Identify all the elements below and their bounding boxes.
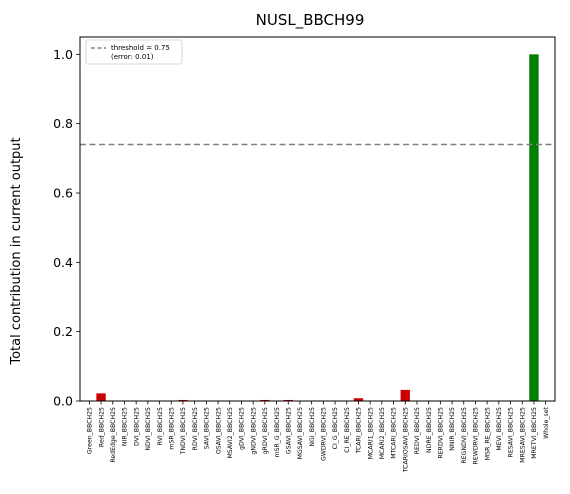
- x-tick-label: MTCARI_BBCH25: [391, 407, 398, 459]
- x-tick-label: MRETVI_BBCH25: [531, 407, 538, 459]
- x-tick-label: SAVI_BBCH25: [204, 407, 211, 449]
- bar-GSAVI_BBCH25: [283, 399, 293, 401]
- x-tick-label: REDVI_BBCH25: [414, 407, 421, 454]
- x-tick-label: Whole_set: [543, 406, 550, 438]
- x-tick-label: MEVI_BBCH25: [496, 407, 503, 451]
- x-tick-label: Red_BBCH25: [98, 407, 105, 447]
- x-tick-label: Green_BBCH25: [87, 407, 94, 454]
- x-tick-label: gDVI_BBCH25: [239, 407, 246, 450]
- y-tick-label: 0.6: [53, 186, 73, 201]
- legend-label: threshold = 0.75: [111, 44, 170, 52]
- x-tick-label: gNDVI_BBCH25: [250, 407, 257, 455]
- x-tick-label: TCARI_BBCH25: [356, 407, 363, 454]
- x-tick-label: MCARI1_BBCH25: [367, 407, 374, 459]
- bar-TCARIOSAVI_BBCH25: [400, 389, 410, 401]
- bar-MRETVI_BBCH25: [529, 54, 539, 401]
- x-tick-label: TNDVI_BBCH25: [180, 407, 187, 456]
- x-tick-label: DVI_BBCH25: [133, 407, 140, 446]
- x-tick-label: mSR_BBCH25: [168, 407, 175, 450]
- y-tick-label: 0.8: [53, 116, 73, 131]
- x-tick-label: REWDRVI_BBCH25: [473, 407, 480, 464]
- x-tick-label: GSAVI_BBCH25: [285, 407, 292, 454]
- x-tick-label: CI_G_BBCH25: [332, 407, 339, 449]
- chart-title: NUSL_BBCH99: [256, 11, 365, 30]
- x-axis-ticks: Green_BBCH25 Red_BBCH25 RedEdge_BBCH25 NIR_…: [87, 401, 550, 473]
- x-tick-label: MSAVI2_BBCH25: [227, 407, 234, 459]
- bars-group: [96, 54, 539, 401]
- x-tick-label: RVI_BBCH25: [157, 407, 164, 445]
- x-tick-label: NDVI_BBCH25: [145, 407, 152, 451]
- x-tick-label: MSR_RE_BBCH25: [484, 407, 491, 460]
- x-tick-label: CI_RE_BBCH25: [344, 407, 351, 453]
- y-tick-label: 0.4: [53, 255, 73, 270]
- plot-frame: [79, 36, 556, 402]
- x-tick-label: NDRE_BBCH25: [426, 407, 433, 453]
- bar-Red_BBCH25: [96, 393, 106, 401]
- y-tick-label: 0.0: [53, 394, 73, 409]
- y-axis-label: Total contribution in current output: [9, 137, 24, 365]
- x-tick-label: MGSAVI_BBCH25: [297, 407, 304, 459]
- x-tick-label: RedEdge_BBCH25: [110, 407, 117, 463]
- bar-TCARI_BBCH25: [353, 398, 364, 401]
- x-tick-label: gRDVI_BBCH25: [262, 407, 269, 454]
- bar-gRDVI_BBCH25: [260, 399, 270, 401]
- y-axis-ticks: 0.0 0.2 0.4 0.6 0.8 1.0: [53, 47, 80, 409]
- x-tick-label: TCARIOSAVI_BBCH25: [402, 407, 409, 473]
- x-tick-label: NGI_BBCH25: [309, 407, 316, 447]
- legend-error-label: (error: 0.01): [111, 53, 154, 61]
- x-tick-label: mSR_G_BBCH25: [274, 407, 281, 458]
- x-tick-label: REGNDVI_BBCH25: [461, 407, 468, 464]
- legend-box: [85, 39, 183, 65]
- x-tick-label: MRESAVI_BBCH25: [519, 407, 526, 463]
- x-tick-label: MCARI2_BBCH25: [379, 407, 386, 459]
- x-tick-label: RERDVI_BBCH25: [438, 407, 445, 459]
- x-tick-label: RDVI_BBCH25: [192, 407, 199, 450]
- legend: threshold = 0.75 (error: 0.01): [85, 39, 183, 65]
- x-tick-label: GWDRVI_BBCH25: [321, 407, 328, 461]
- bar-TNDVI_BBCH25: [178, 399, 188, 401]
- x-tick-label: OSAVI_BBCH25: [215, 407, 222, 454]
- y-tick-label: 1.0: [53, 47, 73, 62]
- x-tick-label: NNIR_BBCH25: [449, 407, 456, 451]
- x-tick-label: RESAVI_BBCH25: [508, 407, 515, 458]
- x-tick-label: NIR_BBCH25: [122, 407, 129, 446]
- y-tick-label: 0.2: [53, 324, 73, 339]
